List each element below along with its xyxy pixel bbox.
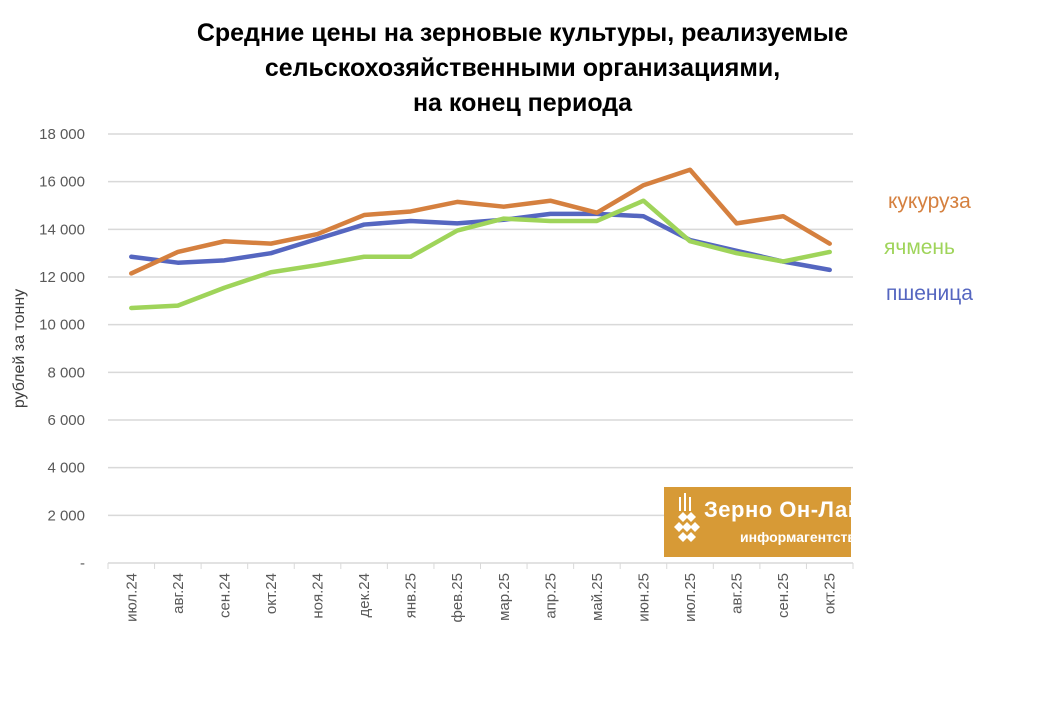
x-tick-label: июл.25 xyxy=(682,573,699,622)
x-tick-label: дек.24 xyxy=(356,573,373,618)
legend-item: пшеница xyxy=(886,282,973,305)
y-tick-label: 16 000 xyxy=(39,174,85,191)
x-tick-label: сен.24 xyxy=(216,573,233,618)
x-tick-label: сен.25 xyxy=(775,573,792,618)
x-tick-label: май.25 xyxy=(589,573,606,621)
title-line-1: Средние цены на зерновые культуры, реали… xyxy=(196,19,849,47)
title-line-2: сельскохозяйственными организациями, xyxy=(264,54,781,82)
y-tick-label: 2 000 xyxy=(47,507,85,524)
x-tick-label: фев.25 xyxy=(449,573,466,623)
x-tick-label: окт.24 xyxy=(263,573,280,614)
wheat-logo-icon xyxy=(674,493,700,542)
logo: Зерно Он-Лайн информагентство xyxy=(664,487,875,557)
y-tick-label: 6 000 xyxy=(47,412,85,429)
y-axis-label: рублей за тонну xyxy=(11,289,28,408)
x-tick-label: авг.24 xyxy=(170,573,187,614)
x-tick-label: мар.25 xyxy=(496,573,513,621)
y-tick-label: 4 000 xyxy=(47,460,85,477)
title-line-3: на конец периода xyxy=(412,89,633,117)
x-tick-label: июл.24 xyxy=(123,573,140,622)
x-tick-label: ноя.24 xyxy=(310,573,327,619)
x-tick-label: июн.25 xyxy=(635,573,652,622)
y-tick-label: 14 000 xyxy=(39,221,85,238)
x-tick-label: янв.25 xyxy=(403,573,420,618)
logo-name: Зерно Он-Лайн xyxy=(704,497,876,522)
chart-title: Средние цены на зерновые культуры, реали… xyxy=(0,16,1045,121)
y-tick-label: 10 000 xyxy=(39,317,85,334)
y-tick-label: - xyxy=(80,555,85,572)
x-tick-label: апр.25 xyxy=(542,573,559,619)
series-line-0 xyxy=(129,167,832,276)
legend-item: кукуруза xyxy=(888,190,971,213)
y-tick-label: 18 000 xyxy=(39,126,85,143)
x-tick-label: окт.25 xyxy=(822,573,839,614)
legend-item: ячмень xyxy=(884,236,955,259)
series-line-1 xyxy=(129,198,832,311)
logo-subtitle: информагентство xyxy=(740,529,865,545)
x-tick-label: авг.25 xyxy=(729,573,746,614)
y-tick-label: 8 000 xyxy=(47,364,85,381)
y-tick-label: 12 000 xyxy=(39,269,85,286)
